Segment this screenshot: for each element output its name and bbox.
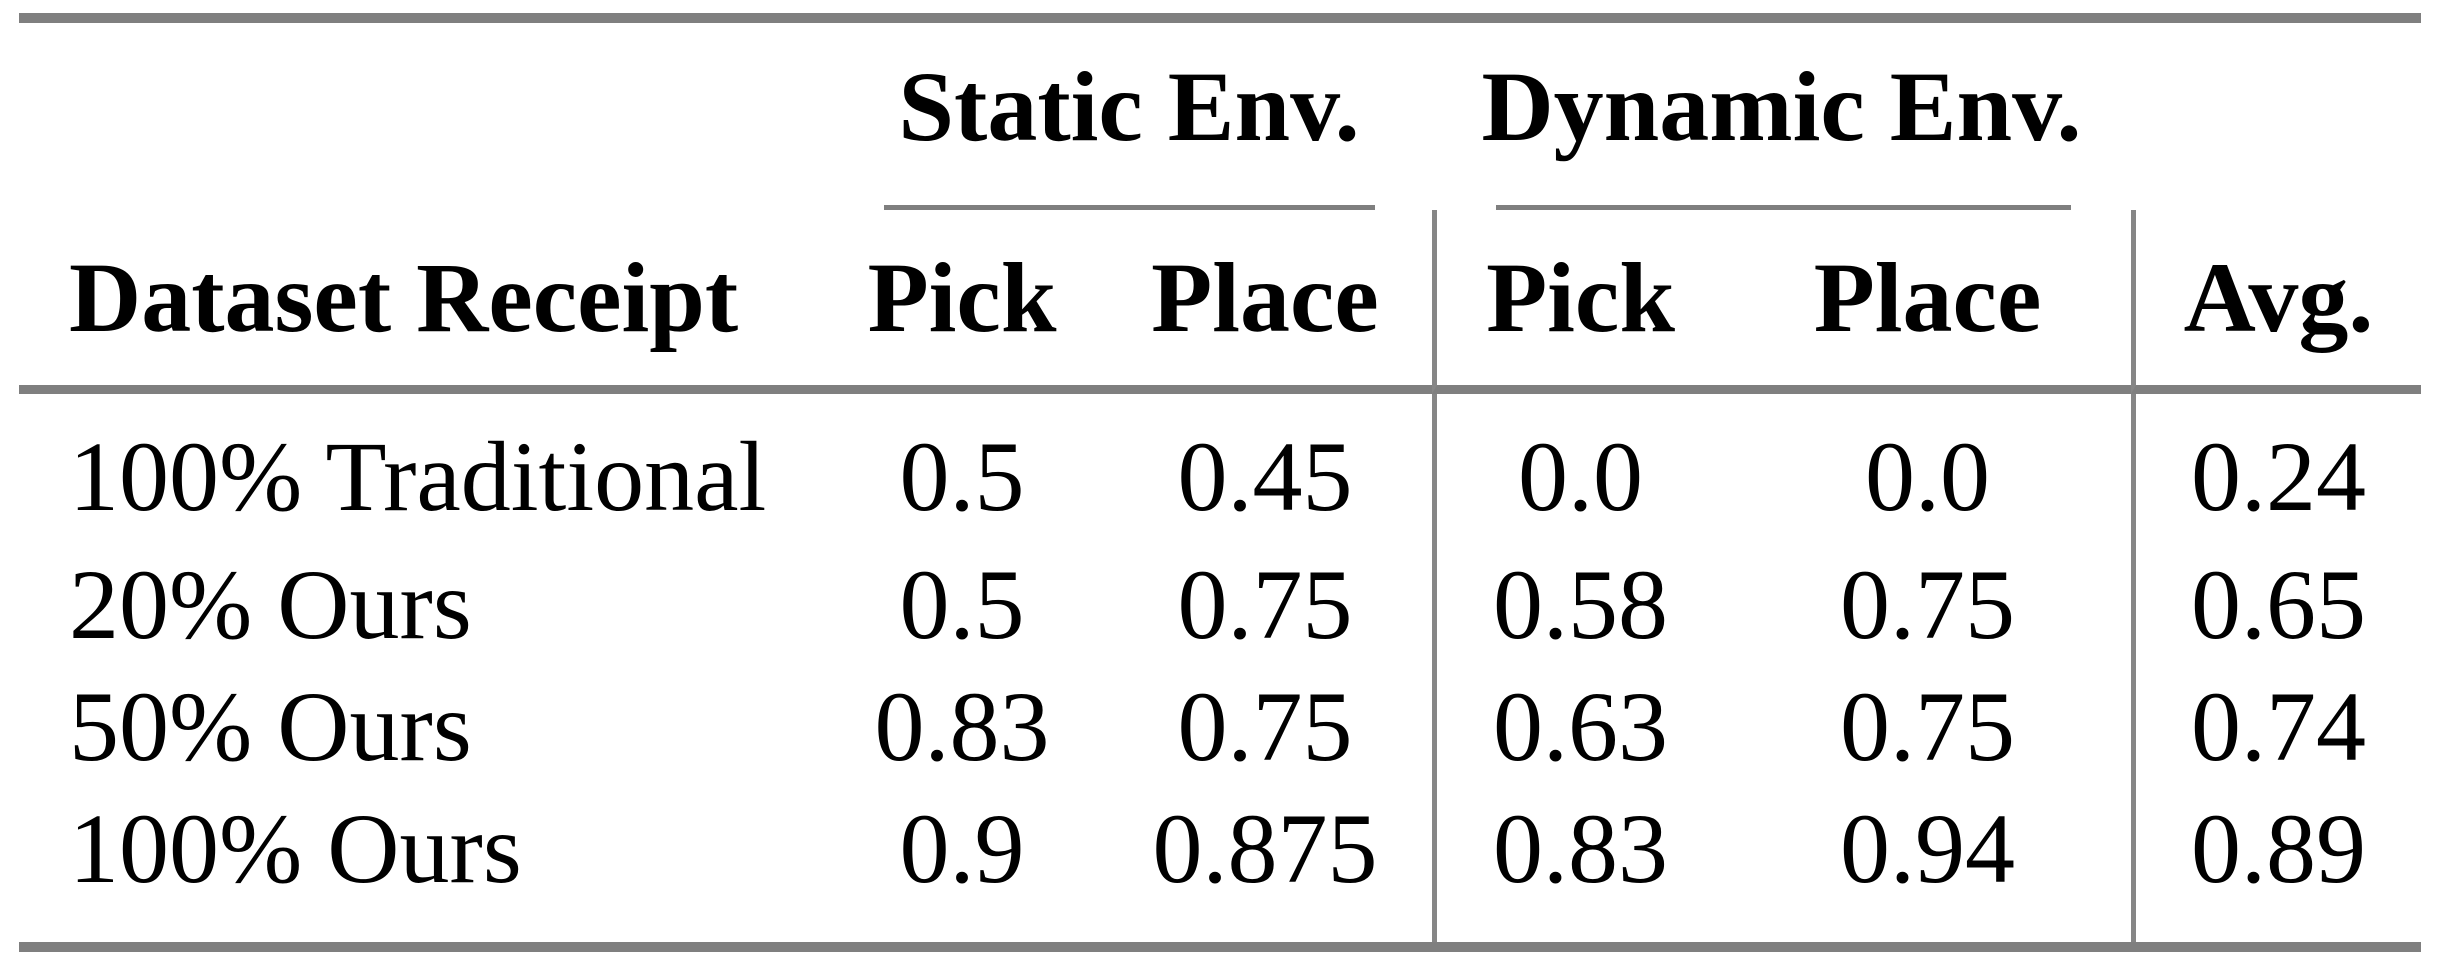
column-header-row: Dataset Receipt Pick Place Pick Place Av… (19, 210, 2422, 394)
cell-static-place: 0.45 (1177, 421, 1353, 532)
table-row-100pct-traditional: 100% Traditional 0.5 0.45 0.0 0.0 0.24 (19, 394, 2421, 546)
cell-dataset: 100% Ours (69, 793, 522, 904)
dynamic-group-underline (1496, 205, 2072, 210)
cell-static-pick: 0.5 (899, 421, 1025, 532)
header-static-place: Place (1098, 210, 1432, 394)
cell-dataset: 20% Ours (69, 549, 472, 660)
static-group-underline (884, 205, 1375, 210)
cell-avg: 0.89 (2131, 790, 2421, 942)
cell-static-pick: 0.83 (874, 671, 1050, 782)
header-dynamic-pick: Pick (1432, 210, 1724, 394)
header-dynamic-place: Place (1724, 210, 2132, 394)
cell-dynamic-place: 0.94 (1840, 793, 2015, 904)
table-row-20pct-ours: 20% Ours 0.5 0.75 0.58 0.75 0.65 (19, 546, 2421, 664)
table-row-50pct-ours: 50% Ours 0.83 0.75 0.63 0.75 0.74 (19, 664, 2421, 790)
header-static-pick: Pick (826, 210, 1098, 394)
cell-avg: 0.65 (2131, 546, 2421, 664)
dynamic-env-group-label: Dynamic Env. (1481, 51, 2082, 162)
header-dataset-receipt: Dataset Receipt (19, 210, 826, 394)
cell-dynamic-place: 0.75 (1840, 549, 2015, 660)
cell-dynamic-pick: 0.63 (1432, 664, 1724, 790)
table-row-100pct-ours: 100% Ours 0.9 0.875 0.83 0.94 0.89 (19, 790, 2421, 942)
cell-dataset: 50% Ours (69, 671, 472, 782)
cell-static-place: 0.875 (1152, 793, 1378, 904)
results-table: Static Env. Dynamic Env. Dataset Receipt… (19, 13, 2422, 952)
cell-avg: 0.24 (2131, 394, 2421, 546)
header-avg: Avg. (2131, 210, 2422, 394)
group-spacer-avg (2131, 23, 2421, 210)
cell-dynamic-place: 0.75 (1840, 671, 2015, 782)
cell-dynamic-pick: 0.83 (1432, 790, 1724, 942)
cell-dataset: 100% Traditional (69, 421, 767, 532)
cell-static-pick: 0.5 (899, 549, 1025, 660)
group-spacer-dataset (19, 23, 826, 210)
cell-static-place: 0.75 (1177, 671, 1353, 782)
cell-static-place: 0.75 (1177, 549, 1353, 660)
cell-static-pick: 0.9 (899, 793, 1025, 904)
col-group-dynamic-env: Dynamic Env. (1432, 23, 2131, 210)
cell-avg: 0.74 (2131, 664, 2421, 790)
cell-dynamic-place: 0.0 (1865, 421, 1990, 532)
col-group-static-env: Static Env. (826, 23, 1432, 210)
column-group-header-row: Static Env. Dynamic Env. (19, 23, 2421, 210)
static-env-group-label: Static Env. (898, 51, 1360, 162)
cell-dynamic-pick: 0.0 (1432, 394, 1724, 546)
cell-dynamic-pick: 0.58 (1432, 546, 1724, 664)
